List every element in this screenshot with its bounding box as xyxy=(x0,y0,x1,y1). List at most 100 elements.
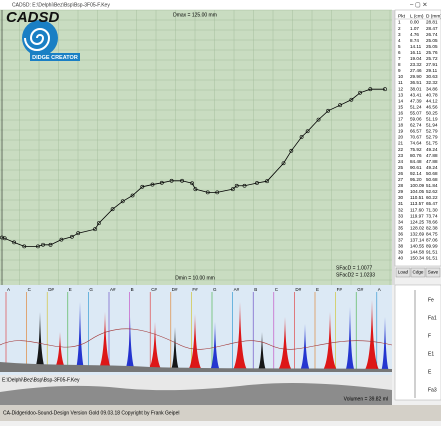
table-cell: 95.20 xyxy=(410,177,422,182)
table-cell: 44.12 xyxy=(426,98,438,103)
table-cell: 16.11 xyxy=(410,50,422,55)
profile-point[interactable] xyxy=(193,187,198,192)
table-cell: 29 xyxy=(398,189,404,194)
profile-point[interactable] xyxy=(159,180,164,185)
profile-point[interactable] xyxy=(130,193,135,198)
table-cell: 39 xyxy=(398,250,404,255)
table-cell: 71.30 xyxy=(426,207,438,212)
profile-point[interactable] xyxy=(358,90,362,95)
grid xyxy=(0,9,392,285)
profile-point[interactable] xyxy=(338,103,342,108)
note-label: G# xyxy=(357,287,364,292)
spectrum-peak xyxy=(74,302,86,372)
profile-point[interactable] xyxy=(48,242,53,247)
profile-point[interactable] xyxy=(299,135,304,139)
table-cell: 27.91 xyxy=(426,62,438,67)
note-label: F# xyxy=(337,287,343,292)
profile-point[interactable] xyxy=(12,240,17,245)
profile-point[interactable] xyxy=(255,181,259,185)
profile-point[interactable] xyxy=(110,207,115,212)
button-label[interactable]: Load xyxy=(398,270,409,275)
table-body: Pkt L (cm) D (mm) 1 0.00 28.81 2 1.07 28.47 3 4.76… xyxy=(395,13,441,261)
scale-label: Fa1 xyxy=(428,315,437,321)
profile-point[interactable] xyxy=(2,236,7,241)
profile-point[interactable] xyxy=(316,117,321,122)
profile-point[interactable] xyxy=(265,179,269,184)
table-cell: 47.88 xyxy=(426,159,438,164)
profile-point[interactable] xyxy=(230,187,235,192)
scale-label: F xyxy=(428,333,431,339)
profile-point[interactable] xyxy=(205,190,210,195)
profile-point[interactable] xyxy=(22,244,27,249)
profile-point[interactable] xyxy=(190,181,195,186)
note-label: G xyxy=(213,287,217,292)
splitter[interactable] xyxy=(392,10,395,285)
note-label: A# xyxy=(234,287,240,292)
profile-point[interactable] xyxy=(36,244,40,249)
table-cell: 82.38 xyxy=(426,225,438,230)
table-cell: 26.74 xyxy=(426,32,438,37)
table-cell: 25.72 xyxy=(426,56,438,61)
button-label[interactable]: Cdge xyxy=(413,270,424,275)
logo-swirl xyxy=(22,20,58,56)
profile-point[interactable] xyxy=(70,234,74,239)
profile-point[interactable] xyxy=(368,87,373,92)
profile-point[interactable] xyxy=(96,221,101,226)
profile-point[interactable] xyxy=(349,97,354,102)
profile-point[interactable] xyxy=(76,231,81,236)
button-label[interactable]: Save xyxy=(428,270,439,275)
table-cell: 59.06 xyxy=(410,117,422,122)
title-bar xyxy=(0,0,441,10)
profile-point[interactable] xyxy=(120,199,125,204)
profile-point[interactable] xyxy=(234,183,239,188)
spectrum-scale xyxy=(394,284,441,401)
spectrum-peak xyxy=(95,312,115,372)
profile-point[interactable] xyxy=(326,108,331,113)
sfac-label: SFacD = 1.0077 xyxy=(336,265,372,271)
profile-point[interactable] xyxy=(242,183,247,188)
profile-point[interactable] xyxy=(140,184,145,189)
spectrum-peak xyxy=(208,322,222,372)
table-cell: 7 xyxy=(398,56,401,61)
button[interactable] xyxy=(395,267,411,278)
profile-point[interactable] xyxy=(169,178,174,183)
table-cell: 10 xyxy=(398,74,404,79)
note-label: A xyxy=(7,287,10,292)
table-cell: 9 xyxy=(398,68,401,73)
table-header: Pkt xyxy=(398,13,406,19)
profile-point[interactable] xyxy=(281,161,286,166)
profile-point[interactable] xyxy=(180,178,184,183)
table-cell: 25.05 xyxy=(426,38,438,43)
profile-point[interactable] xyxy=(41,242,45,247)
table-cell: 17 xyxy=(398,117,404,122)
table-cell: 33 xyxy=(398,213,404,218)
table-cell: 36 xyxy=(398,231,404,236)
profile-point[interactable] xyxy=(383,87,387,92)
profile-point[interactable] xyxy=(150,182,155,187)
profile-point[interactable] xyxy=(289,148,294,153)
note-label: C xyxy=(28,287,32,292)
logo: CADSD DIDGE CREATOR xyxy=(6,9,80,61)
table-cell: 20 xyxy=(398,135,404,140)
table-cell: 52.79 xyxy=(426,135,438,140)
table-cell: 19.04 xyxy=(410,56,422,61)
scale-label: E1 xyxy=(428,351,434,357)
window-controls[interactable]: – ▢ ✕ xyxy=(410,3,427,9)
profile-point[interactable] xyxy=(59,237,64,242)
table-cell: 23.32 xyxy=(410,62,422,67)
button[interactable] xyxy=(425,267,441,278)
table-cell: 19 xyxy=(398,129,404,134)
spectrum-peak xyxy=(185,314,205,372)
spectrum-peak xyxy=(362,300,382,372)
profile-point[interactable] xyxy=(215,190,220,195)
table-cell: 8 xyxy=(398,62,401,67)
profile-point[interactable] xyxy=(93,227,97,232)
table-cell: 32.32 xyxy=(426,80,438,85)
table-cell: 43.41 xyxy=(410,92,422,97)
table-cell: 15 xyxy=(398,104,404,109)
table-cell: 49.24 xyxy=(426,147,438,152)
table-cell: 70.67 xyxy=(410,135,422,140)
button[interactable] xyxy=(410,267,426,278)
profile-point[interactable] xyxy=(305,129,310,134)
spectrum-peak xyxy=(123,317,137,372)
